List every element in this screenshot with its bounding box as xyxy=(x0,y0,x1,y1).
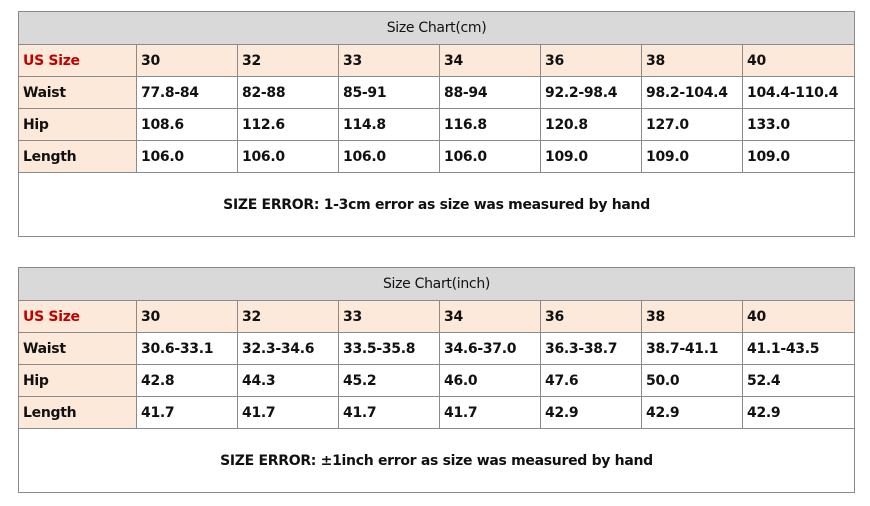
cell: 133.0 xyxy=(741,108,856,141)
cell: 82-88 xyxy=(237,76,339,109)
cell: 33.5-35.8 xyxy=(338,332,440,365)
cell: 41.1-43.5 xyxy=(742,332,855,365)
header-cell: 36 xyxy=(540,44,642,77)
cell: 42.8 xyxy=(136,364,238,397)
size-table: Size Chart(inch) US Size 30 32 33 34 36 38 40 Wai… xyxy=(18,267,855,493)
data-row: Hip 42.8 44.3 45.2 46.0 47.6 50.0 52.4 xyxy=(18,364,855,397)
title-row: Size Chart(cm) xyxy=(17,11,856,45)
row-label: Hip xyxy=(18,364,137,397)
cell: 36.3-38.7 xyxy=(540,332,642,365)
cell: 109.0 xyxy=(741,140,856,173)
cell: 106.0 xyxy=(237,140,339,173)
cell: 41.7 xyxy=(439,396,541,429)
header-cell: US Size xyxy=(18,44,137,77)
cell: 42.9 xyxy=(540,396,642,429)
row-label: Length xyxy=(18,396,137,429)
cell: 106.0 xyxy=(338,140,440,173)
row-label: Waist xyxy=(18,76,137,109)
row-label: Hip xyxy=(18,108,137,141)
cell: 77.8-84 xyxy=(136,76,238,109)
cell: 104.4-110.4 xyxy=(741,76,856,109)
cell: 46.0 xyxy=(439,364,541,397)
cell: 41.7 xyxy=(237,396,339,429)
cell: 47.6 xyxy=(540,364,642,397)
header-row: US Size 30 32 33 34 36 38 40 xyxy=(18,44,856,77)
data-row: Length 41.7 41.7 41.7 41.7 42.9 42.9 42.9 xyxy=(18,396,855,429)
data-row: Length 106.0 106.0 106.0 106.0 109.0 109.0 109.… xyxy=(18,140,856,173)
size-note: SIZE ERROR: 1-3cm error as size was meas… xyxy=(17,172,856,237)
header-cell: 36 xyxy=(540,300,642,333)
header-cell: 30 xyxy=(136,44,238,77)
header-cell: 33 xyxy=(338,300,440,333)
cell: 41.7 xyxy=(338,396,440,429)
cell: 85-91 xyxy=(338,76,440,109)
header-cell: 32 xyxy=(237,300,339,333)
header-cell: 38 xyxy=(641,300,743,333)
cell: 127.0 xyxy=(641,108,743,141)
cell: 50.0 xyxy=(641,364,743,397)
cell: 42.9 xyxy=(742,396,855,429)
row-label: Length xyxy=(18,140,137,173)
title-row: Size Chart(inch) xyxy=(18,267,855,301)
cell: 45.2 xyxy=(338,364,440,397)
cell: 34.6-37.0 xyxy=(439,332,541,365)
cell: 88-94 xyxy=(439,76,541,109)
cell: 114.8 xyxy=(338,108,440,141)
cell: 32.3-34.6 xyxy=(237,332,339,365)
cell: 92.2-98.4 xyxy=(540,76,642,109)
cell: 108.6 xyxy=(136,108,238,141)
note-row: SIZE ERROR: 1-3cm error as size was meas… xyxy=(17,172,856,237)
cell: 52.4 xyxy=(742,364,855,397)
header-cell: 34 xyxy=(439,44,541,77)
cell: 120.8 xyxy=(540,108,642,141)
header-cell: 34 xyxy=(439,300,541,333)
cell: 41.7 xyxy=(136,396,238,429)
cell: 116.8 xyxy=(439,108,541,141)
cell: 38.7-41.1 xyxy=(641,332,743,365)
cell: 109.0 xyxy=(641,140,743,173)
data-row: Waist 30.6-33.1 32.3-34.6 33.5-35.8 34.6-37.… xyxy=(18,332,855,365)
header-cell: 38 xyxy=(641,44,743,77)
header-row: US Size 30 32 33 34 36 38 40 xyxy=(18,300,855,333)
header-cell: US Size xyxy=(18,300,137,333)
header-cell: 40 xyxy=(741,44,856,77)
cell: 44.3 xyxy=(237,364,339,397)
data-row: Hip 108.6 112.6 114.8 116.8 120.8 127.0 133.0 xyxy=(18,108,856,141)
cell: 106.0 xyxy=(439,140,541,173)
header-cell: 32 xyxy=(237,44,339,77)
table-title: Size Chart(inch) xyxy=(18,267,855,301)
cell: 112.6 xyxy=(237,108,339,141)
size-table: Size Chart(cm) US Size 30 32 33 34 36 38 40 Waist… xyxy=(17,11,856,237)
cell: 30.6-33.1 xyxy=(136,332,238,365)
data-row: Waist 77.8-84 82-88 85-91 88-94 92.2-98.4 98.2… xyxy=(18,76,856,109)
note-row: SIZE ERROR: ±1inch error as size was mea… xyxy=(18,428,855,493)
header-cell: 40 xyxy=(742,300,855,333)
header-cell: 33 xyxy=(338,44,440,77)
cell: 98.2-104.4 xyxy=(641,76,743,109)
cell: 42.9 xyxy=(641,396,743,429)
size-note: SIZE ERROR: ±1inch error as size was mea… xyxy=(18,428,855,493)
header-cell: 30 xyxy=(136,300,238,333)
cell: 109.0 xyxy=(540,140,642,173)
cell: 106.0 xyxy=(136,140,238,173)
table-title: Size Chart(cm) xyxy=(17,11,856,45)
row-label: Waist xyxy=(18,332,137,365)
